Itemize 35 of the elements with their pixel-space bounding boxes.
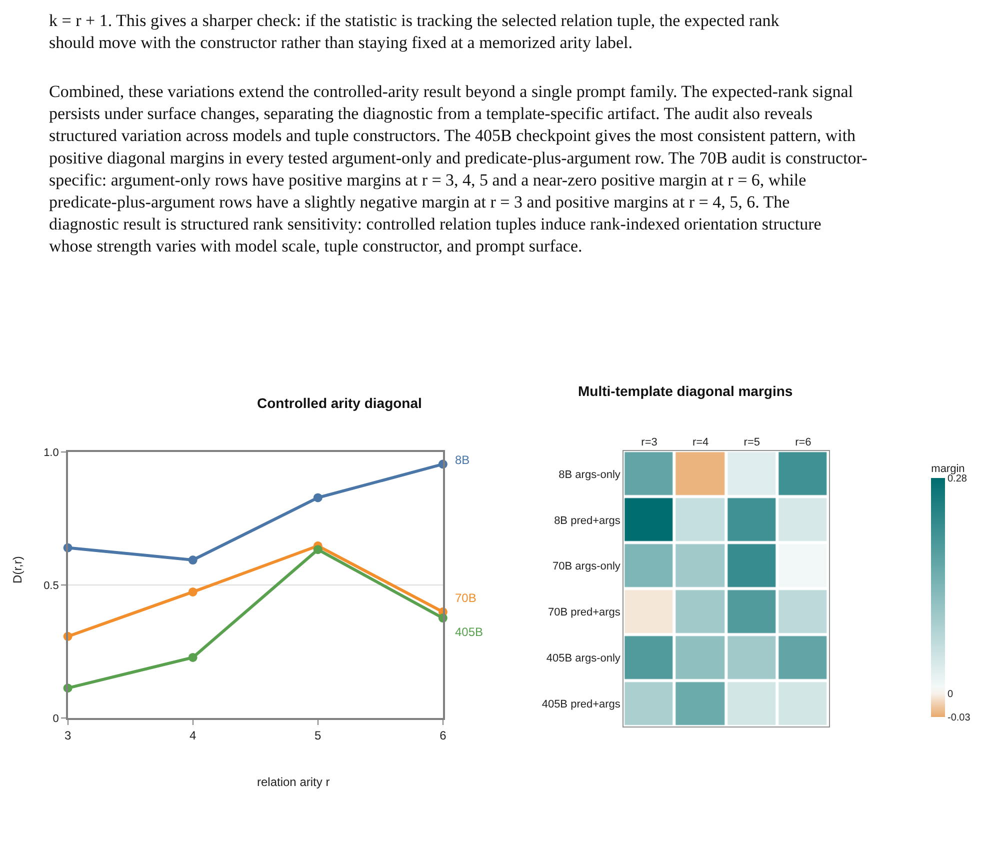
y-tick-label: 0 [52, 713, 59, 726]
color-bar-title: margin [931, 463, 965, 476]
chart-title: Multi-template diagonal margins [578, 383, 793, 399]
color-bar-label: 0.28 [948, 473, 968, 484]
point [313, 493, 322, 502]
y-axis-title: D(r,r) [10, 556, 24, 584]
y-tick-label: 0.5 [44, 580, 59, 592]
point [188, 556, 198, 564]
x-axis-title: relation arity r [257, 775, 330, 789]
x-tick-label: r=3 [641, 436, 658, 449]
point [188, 652, 198, 662]
text: Combined, these variations extend the controlled-arity result beyond a single prompt family. The expected-rank signal persists under surface changes, separating the diagnostic from a template-specific artifact. The audit also reveals structured variation across models and tuple constructors. The 405B checkpoint gives the most consistent pattern, with positive diagonal margins in every tested argument-only and predicate-plus-argument row. The 70B audit is constructor-specific: argument-only rows have positive margins at r = 3, 4, 5 and a near-zero positive margin at r = 6, while predicate-plus-argument rows have a slightly negative margin at r = 3 and positive margins at r = 4, 5, 6. The diagnostic result is structured rank sensitivity: controlled relation tuples induce rank-indexed orientation structure whose strength varies with model scale, tuple constructor, and prompt surface. [49, 82, 868, 256]
x-tick-label: r=4 [692, 436, 709, 449]
series-label: 405B [455, 625, 484, 639]
x-tick-label: r=6 [795, 436, 812, 449]
chart-title: Controlled arity diagonal [257, 395, 422, 411]
y-tick-label: 70B args-only [552, 560, 621, 573]
x-tick-label: r=5 [744, 436, 760, 449]
point [313, 545, 322, 554]
point [188, 587, 198, 596]
x-tick-label: 6 [440, 728, 447, 742]
y-tick-label: 70B pred+args [548, 606, 621, 619]
text: k = r + 1. This gives a sharper check: if the statistic is tracking the selected relation tuple, the expected rank should move with the constructor rather than staying fixed at a memorized arity label. [49, 11, 780, 52]
y-tick-label: 8B pred+args [554, 514, 621, 527]
color-bar-label: 0 [948, 689, 954, 700]
y-tick-label: 405B args-only [546, 652, 621, 665]
x-tick-label: 4 [190, 728, 197, 742]
series-label: 8B [455, 453, 470, 467]
series-label: 70B [455, 591, 476, 605]
x-tick-label: 5 [314, 728, 322, 742]
color-bar-label: -0.03 [948, 712, 971, 724]
x-tick-label: 3 [64, 728, 72, 742]
y-tick-label: 8B args-only [558, 468, 621, 481]
y-tick-label: 405B pred+args [542, 698, 621, 711]
y-tick-label: 1.0 [44, 446, 59, 459]
